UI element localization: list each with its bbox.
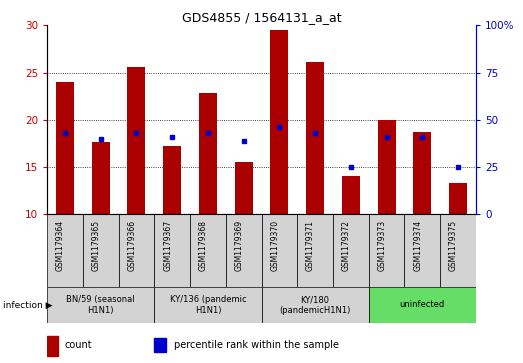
Bar — [47, 287, 154, 323]
Text: GSM1179367: GSM1179367 — [163, 220, 172, 271]
Bar — [342, 176, 360, 214]
Bar — [235, 162, 253, 214]
Text: BN/59 (seasonal
H1N1): BN/59 (seasonal H1N1) — [66, 295, 135, 315]
Bar — [413, 132, 431, 214]
Bar — [56, 82, 74, 214]
Bar — [190, 214, 226, 287]
Bar — [119, 214, 154, 287]
Text: GSM1179369: GSM1179369 — [235, 220, 244, 271]
Bar — [449, 183, 467, 214]
Bar — [226, 214, 262, 287]
Text: uninfected: uninfected — [400, 301, 445, 309]
Bar — [128, 67, 145, 214]
Text: GSM1179373: GSM1179373 — [378, 220, 386, 271]
Bar — [404, 214, 440, 287]
Text: GSM1179374: GSM1179374 — [413, 220, 423, 271]
Bar — [369, 287, 476, 323]
Text: GSM1179365: GSM1179365 — [92, 220, 100, 271]
Bar — [306, 62, 324, 214]
Text: GSM1179375: GSM1179375 — [449, 220, 458, 271]
Bar — [154, 287, 262, 323]
Bar — [378, 120, 395, 214]
Bar — [262, 214, 297, 287]
Bar — [262, 287, 369, 323]
Bar — [297, 214, 333, 287]
Text: GSM1179370: GSM1179370 — [270, 220, 279, 271]
Bar — [270, 30, 288, 214]
Bar — [440, 214, 476, 287]
Bar — [47, 214, 83, 287]
Text: GSM1179371: GSM1179371 — [306, 220, 315, 271]
Text: infection ▶: infection ▶ — [3, 301, 52, 309]
Text: percentile rank within the sample: percentile rank within the sample — [174, 340, 338, 350]
Text: KY/180
(pandemicH1N1): KY/180 (pandemicH1N1) — [279, 295, 351, 315]
Bar — [154, 338, 166, 352]
Bar — [92, 142, 110, 214]
Bar — [199, 93, 217, 214]
Text: GSM1179368: GSM1179368 — [199, 220, 208, 271]
Bar — [47, 336, 58, 356]
Bar — [83, 214, 119, 287]
Text: GSM1179364: GSM1179364 — [56, 220, 65, 271]
Bar — [163, 146, 181, 214]
Bar — [154, 214, 190, 287]
Text: count: count — [64, 340, 92, 350]
Bar — [333, 214, 369, 287]
Bar — [369, 214, 404, 287]
Text: GSM1179372: GSM1179372 — [342, 220, 351, 271]
Text: GSM1179366: GSM1179366 — [128, 220, 137, 271]
Text: KY/136 (pandemic
H1N1): KY/136 (pandemic H1N1) — [169, 295, 246, 315]
Title: GDS4855 / 1564131_a_at: GDS4855 / 1564131_a_at — [181, 11, 342, 24]
